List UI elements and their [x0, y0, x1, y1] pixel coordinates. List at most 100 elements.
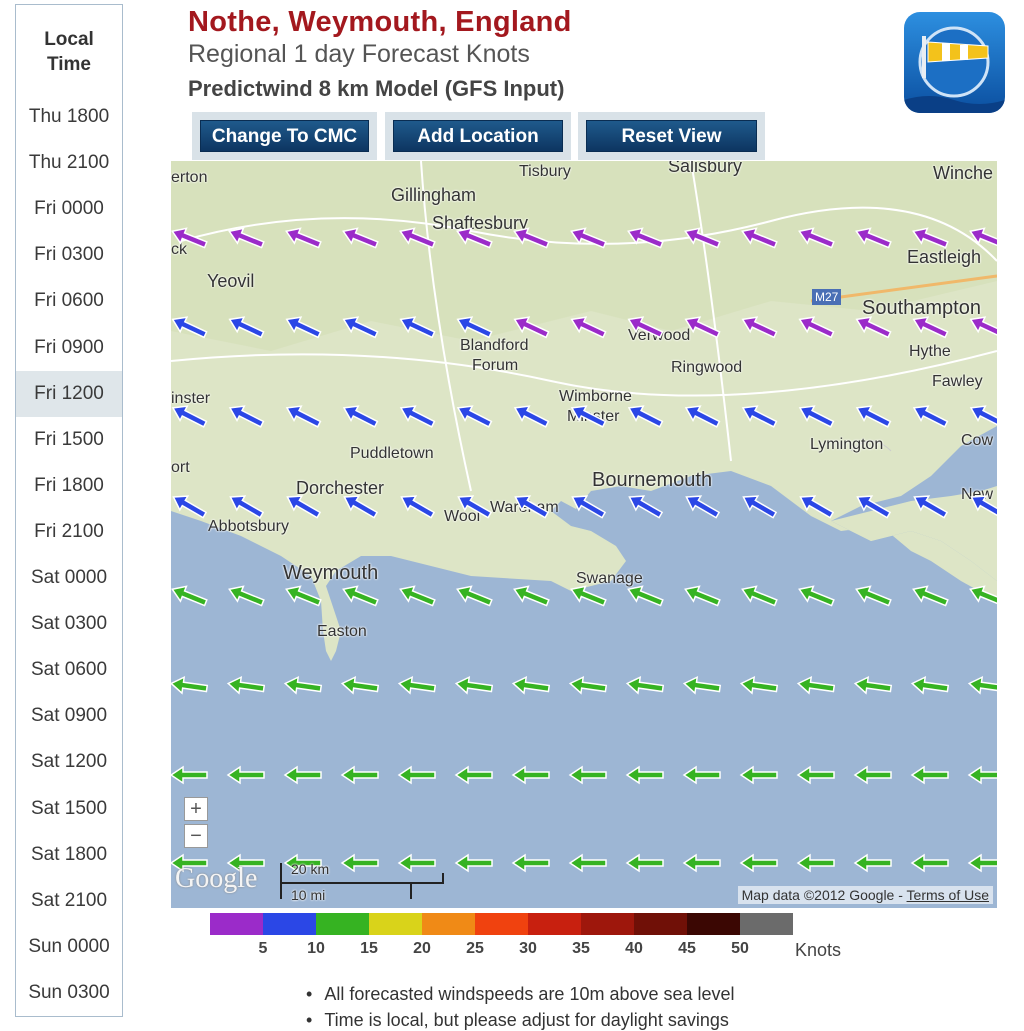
reset-view-button[interactable]: Reset View: [586, 120, 757, 152]
time-item[interactable]: Sun 0000: [28, 935, 110, 957]
time-item[interactable]: Sat 0600: [30, 659, 108, 681]
terms-of-use-link[interactable]: Terms of Use: [906, 887, 989, 903]
time-item[interactable]: Fri 0900: [34, 336, 104, 358]
time-item[interactable]: Thu 1800: [28, 106, 110, 127]
wind-arrow: [627, 405, 664, 428]
time-item[interactable]: Sat 2100: [30, 889, 108, 911]
wind-arrow: [399, 227, 436, 249]
time-item[interactable]: Fri 1200: [16, 370, 122, 417]
change-model-button-frame: Change To CMC: [192, 112, 377, 160]
wind-arrow: [511, 765, 550, 785]
time-item[interactable]: Fri 2100: [34, 520, 104, 542]
legend-speed-label: 45: [678, 940, 696, 957]
wind-arrow: [514, 495, 550, 519]
legend-color-segment: [581, 913, 634, 935]
motorway-badge: M27: [812, 289, 842, 305]
wind-arrow: [796, 675, 836, 695]
time-item[interactable]: Fri 0000: [34, 198, 104, 220]
wind-arrow: [568, 675, 608, 695]
wind-arrow: [912, 316, 949, 339]
wind-arrow: [285, 227, 322, 249]
forecast-map[interactable]: erton Gillingham Tisbury Salisbury Winch…: [171, 161, 997, 908]
place-southampton: Southampton: [862, 297, 981, 319]
wind-arrow: [511, 853, 550, 873]
legend-color-segment: [369, 913, 422, 935]
time-item[interactable]: Sat 1500: [30, 797, 108, 819]
legend-speed-label: 30: [519, 940, 537, 957]
wind-arrow: [399, 316, 436, 339]
wind-arrow: [798, 405, 835, 428]
place-puddletown: Puddletown: [350, 445, 434, 462]
wind-arrow: [283, 675, 323, 695]
add-location-button[interactable]: Add Location: [393, 120, 563, 152]
wind-arrow: [570, 316, 607, 339]
legend-color-segment: [740, 913, 793, 935]
wind-arrow: [513, 227, 550, 249]
wind-arrow: [171, 765, 208, 785]
legend-unit: Knots: [795, 940, 842, 960]
time-item[interactable]: Sat 0000: [30, 567, 108, 588]
wind-arrow: [625, 853, 664, 873]
wind-arrow: [741, 227, 778, 249]
note-altitude: All forecasted windspeeds are 10m above …: [306, 984, 734, 1005]
time-item[interactable]: Sun 0300: [28, 981, 110, 1003]
wind-arrow: [739, 853, 778, 873]
legend-speed-label: 25: [466, 940, 484, 957]
wind-arrow: [228, 405, 265, 428]
time-item[interactable]: Sat 0900: [30, 705, 108, 727]
time-item[interactable]: Sat 1200: [30, 751, 108, 773]
wind-arrow: [283, 765, 322, 785]
wind-arrow: [342, 227, 379, 249]
wind-arrow: [969, 316, 997, 339]
time-item[interactable]: Sat 1800: [30, 843, 108, 865]
reset-view-button-frame: Reset View: [578, 112, 765, 160]
legend-speed-label: 20: [413, 940, 431, 957]
wind-arrow: [456, 585, 493, 607]
wind-arrow: [171, 585, 208, 607]
wind-arrows-layer: [171, 227, 997, 873]
zoom-out-button[interactable]: −: [184, 824, 208, 848]
wind-arrow: [912, 585, 949, 607]
wind-arrow: [172, 495, 208, 519]
legend-speed-label: 40: [625, 940, 643, 957]
wind-arrow: [627, 316, 664, 339]
legend-color-segment: [687, 913, 740, 935]
wind-arrow: [513, 316, 550, 339]
wind-arrow: [685, 495, 721, 519]
place-easton: Easton: [317, 623, 367, 640]
wind-arrow: [340, 675, 380, 695]
wind-arrow: [684, 227, 721, 249]
change-model-button[interactable]: Change To CMC: [200, 120, 369, 152]
zoom-in-button[interactable]: +: [184, 797, 208, 821]
wind-arrow: [286, 495, 322, 519]
wind-arrow: [739, 765, 778, 785]
place-tisbury: Tisbury: [519, 163, 571, 180]
wind-arrow: [853, 765, 892, 785]
wind-arrow: [682, 853, 721, 873]
place-lymington: Lymington: [810, 436, 884, 453]
time-item[interactable]: Fri 1500: [34, 428, 104, 450]
place-forum: Forum: [472, 357, 519, 374]
wind-arrow: [625, 675, 665, 695]
place-winchester: Winche: [933, 163, 994, 183]
sidebar-header-local: Local: [44, 29, 94, 50]
place-hythe: Hythe: [909, 343, 951, 360]
wind-arrow: [912, 227, 949, 249]
wind-arrow: [910, 765, 949, 785]
legend-color-segment: [422, 913, 475, 935]
time-item[interactable]: Fri 1800: [34, 474, 104, 496]
wind-arrow: [513, 585, 550, 607]
wind-arrow: [342, 405, 379, 428]
wind-arrow: [684, 405, 721, 428]
place-ringwood: Ringwood: [671, 359, 743, 376]
time-item[interactable]: Fri 0300: [34, 244, 104, 266]
wind-arrow: [967, 765, 997, 785]
legend-color-segment: [263, 913, 316, 935]
sidebar-header: Local Time: [16, 27, 122, 77]
time-item[interactable]: Thu 2100: [28, 152, 110, 174]
time-item[interactable]: Fri 0600: [34, 290, 104, 312]
time-item[interactable]: Sat 0300: [30, 613, 108, 635]
wind-arrow: [970, 495, 997, 519]
place-ck: ck: [171, 241, 187, 258]
wind-arrow: [798, 585, 835, 607]
